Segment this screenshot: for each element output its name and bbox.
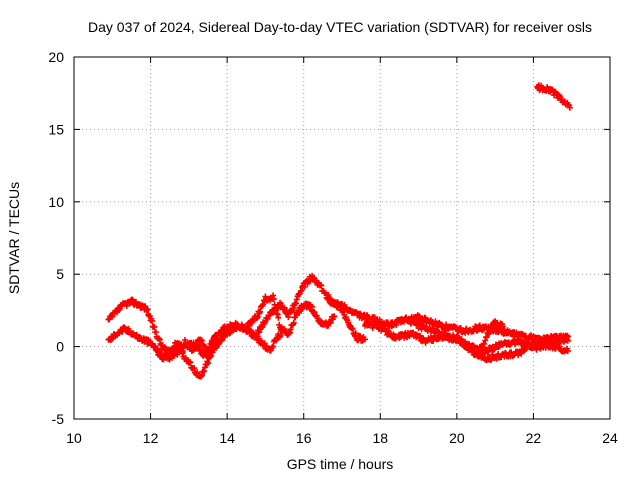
x-tick-label: 24	[602, 430, 618, 446]
x-tick-label: 16	[296, 430, 312, 446]
axis-ticks: 10 12 14 16 18 20 22 24 -5 0 5 10 15 20	[48, 49, 618, 446]
x-tick-label: 14	[219, 430, 235, 446]
data-series	[105, 82, 573, 380]
y-tick-label: 20	[48, 49, 64, 65]
y-tick-label: 15	[48, 121, 64, 137]
series-track	[476, 318, 506, 360]
data-points	[208, 292, 338, 346]
series-track	[407, 317, 571, 364]
y-tick-label: 0	[56, 339, 64, 355]
data-points	[476, 318, 506, 360]
x-tick-label: 18	[372, 430, 388, 446]
x-tick-label: 20	[449, 430, 465, 446]
data-points	[534, 82, 573, 111]
x-tick-label: 10	[66, 430, 82, 446]
x-axis-label: GPS time / hours	[287, 456, 394, 472]
x-tick-label: 12	[143, 430, 159, 446]
y-axis-label: SDTVAR / TECUs	[6, 182, 22, 294]
series-track	[534, 82, 573, 111]
grid	[74, 57, 610, 419]
series-track	[208, 292, 338, 346]
data-points	[407, 317, 571, 364]
plot-frame	[73, 56, 611, 420]
x-tick-label: 22	[526, 430, 542, 446]
y-tick-label: 5	[56, 266, 64, 282]
y-tick-label: 10	[48, 194, 64, 210]
y-tick-label: -5	[52, 411, 65, 427]
chart-title: Day 037 of 2024, Sidereal Day-to-day VTE…	[88, 19, 592, 35]
